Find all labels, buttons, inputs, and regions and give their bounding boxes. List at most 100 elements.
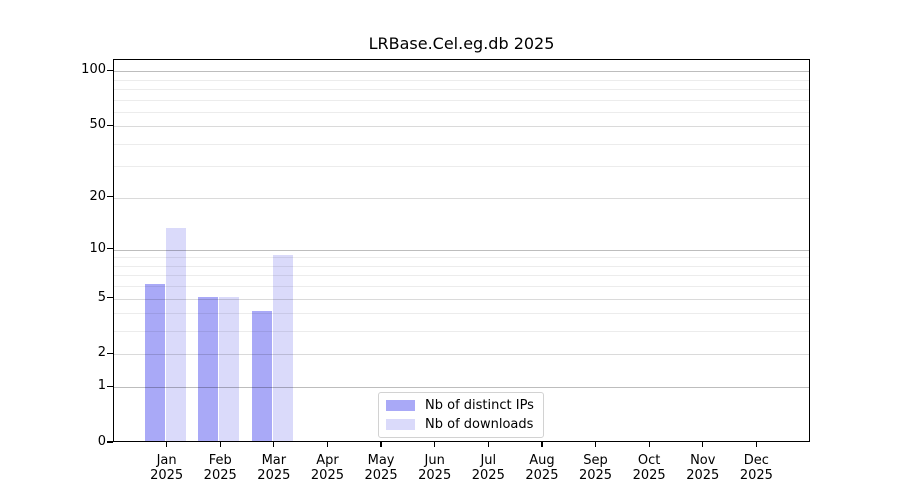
y-gridline-100 [114,71,809,73]
bar-nb-of-downloads-mar [272,255,293,441]
x-tick-year-nov: 2025 [686,467,720,483]
x-tick-month-jun: Jun [424,453,445,468]
y-gridline-7 [114,275,809,277]
x-tick-month-may: May [367,453,395,468]
y-gridline-8 [114,265,809,267]
y-gridline-1 [114,387,809,389]
bar-nb-of-downloads-jan [165,228,186,441]
x-tick-jul [487,442,489,447]
y-tick-label-50: 50 [89,117,106,133]
x-tick-year-jan: 2025 [150,467,184,483]
x-tick-month-feb: Feb [208,453,232,468]
bar-nb-of-distinct-ips-jan [144,284,165,441]
y-gridline-9 [114,257,809,259]
x-tick-label-aug: Aug 2025 [510,453,574,483]
legend-entry-nb-of-downloads: Nb of downloads [379,415,543,434]
y-gridline-2 [114,354,809,356]
x-tick-label-feb: Feb 2025 [188,453,252,483]
grid-layer [114,60,809,441]
x-tick-year-dec: 2025 [739,467,773,483]
x-tick-year-feb: 2025 [203,467,237,483]
x-tick-feb [219,442,221,447]
x-tick-may [380,442,382,447]
y-gridline-40 [114,143,809,145]
x-tick-oct [648,442,650,447]
legend-entry-nb-of-distinct-ips: Nb of distinct IPs [379,396,543,415]
y-tick-2 [107,352,113,355]
y-tick-10 [107,248,113,250]
y-tick-label-20: 20 [89,188,106,204]
x-tick-month-jan: Jan [156,453,177,468]
y-gridline-70 [114,99,809,101]
y-gridline-3 [114,331,809,333]
x-tick-month-jul: Jul [480,453,497,468]
x-tick-year-may: 2025 [364,467,398,483]
x-tick-year-oct: 2025 [632,467,666,483]
x-tick-aug [541,442,543,447]
x-tick-jun [434,442,436,447]
x-tick-label-may: May 2025 [349,453,413,483]
y-gridline-10 [114,249,809,251]
x-tick-month-sep: Sep [583,453,608,468]
y-tick-label-10: 10 [89,240,106,256]
chart-title: LRBase.Cel.eg.db 2025 [368,34,555,53]
x-tick-label-mar: Mar 2025 [242,453,306,483]
y-tick-0 [107,441,113,443]
plot-area: Nb of distinct IPs Nb of downloads [113,59,810,442]
x-tick-mar [273,442,275,447]
x-tick-year-aug: 2025 [525,467,559,483]
x-tick-label-jul: Jul 2025 [456,453,520,483]
y-gridline-50 [114,126,809,128]
x-tick-label-apr: Apr 2025 [295,453,359,483]
x-tick-year-jul: 2025 [471,467,505,483]
x-tick-sep [594,442,597,447]
y-gridline-60 [114,111,809,113]
x-tick-label-oct: Oct 2025 [617,453,681,483]
x-tick-apr [326,442,329,447]
x-tick-year-apr: 2025 [310,467,344,483]
x-tick-label-jun: Jun 2025 [403,453,467,483]
x-tick-jan [166,442,168,447]
y-gridline-90 [114,79,809,81]
y-tick-1 [107,385,113,387]
x-tick-month-mar: Mar [261,453,287,468]
bar-nb-of-downloads-feb [219,296,240,441]
x-tick-year-sep: 2025 [578,467,613,483]
x-tick-label-sep: Sep 2025 [564,453,628,483]
y-tick-20 [107,196,113,198]
y-tick-50 [107,124,113,126]
x-tick-month-aug: Aug [529,453,555,468]
y-gridline-80 [114,88,809,90]
y-tick-label-1: 1 [97,378,106,394]
y-tick-label-0: 0 [97,434,106,449]
x-tick-label-dec: Dec 2025 [724,453,788,483]
x-tick-month-nov: Nov [690,453,716,468]
bar-nb-of-distinct-ips-feb [198,296,219,441]
legend-swatch-nb-of-downloads [386,419,415,430]
x-tick-year-jun: 2025 [418,467,452,483]
y-gridline-5 [114,298,809,300]
bar-nb-of-distinct-ips-mar [251,311,272,441]
legend-label-nb-of-distinct-ips: Nb of distinct IPs [425,398,534,413]
x-tick-dec [755,442,757,447]
x-tick-month-apr: Apr [316,453,339,468]
legend-swatch-nb-of-distinct-ips [386,400,415,411]
x-tick-label-jan: Jan 2025 [135,453,199,483]
x-tick-month-dec: Dec [743,453,769,468]
y-gridline-20 [114,197,809,199]
x-tick-label-nov: Nov 2025 [671,453,735,483]
y-gridline-4 [114,313,809,315]
x-tick-month-oct: Oct [637,453,661,468]
y-gridline-6 [114,286,809,288]
y-tick-label-2: 2 [97,345,106,361]
y-tick-label-5: 5 [97,289,106,305]
x-tick-year-mar: 2025 [257,467,291,483]
legend-label-nb-of-downloads: Nb of downloads [425,417,534,432]
y-tick-label-100: 100 [81,62,106,78]
y-gridline-30 [114,166,809,168]
y-tick-5 [107,297,113,299]
x-tick-nov [702,442,704,447]
bars-layer [114,60,809,441]
legend: Nb of distinct IPs Nb of downloads [378,392,544,438]
